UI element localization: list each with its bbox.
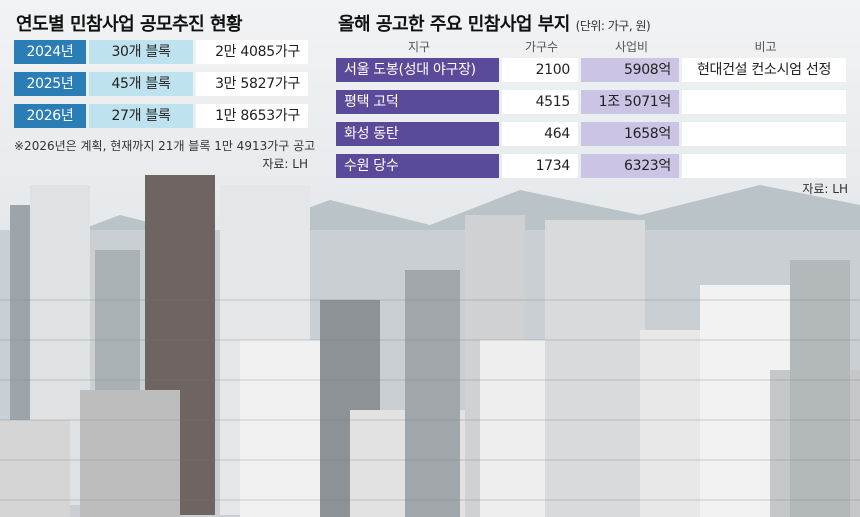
households-cell: 2만 4085가구	[196, 40, 308, 64]
remark-cell: 현대건설 컨소시엄 선정	[682, 58, 846, 82]
households-cell: 464	[502, 122, 578, 146]
buildings	[0, 175, 860, 517]
source: 자료: LH	[802, 182, 848, 196]
unit: (단위: 가구, 원)	[575, 19, 651, 33]
column-header: 사업비	[614, 40, 649, 54]
blocks-cell: 27개 블록	[89, 104, 193, 128]
blocks-cell: 45개 블록	[89, 72, 193, 96]
cost-cell: 6323억	[581, 154, 679, 178]
table-row: 2025년 45개 블록 3만 5827가구	[14, 72, 308, 96]
table-row: 화성 동탄 464 1658억	[336, 122, 846, 146]
table-row: 수원 당수 1734 6323억	[336, 154, 846, 178]
blocks-cell: 30개 블록	[89, 40, 193, 64]
panel-title: 연도별 민참사업 공모추진 현황	[16, 14, 243, 35]
table-row: 2026년 27개 블록 1만 8653가구	[14, 104, 308, 128]
title-text: 올해 공고한 주요 민참사업 부지	[338, 14, 570, 35]
remark-cell	[682, 90, 846, 114]
cost-cell: 1658억	[581, 122, 679, 146]
remark-cell	[682, 154, 846, 178]
district-cell: 서울 도봉(성대 야구장)	[336, 58, 499, 82]
windows	[0, 299, 860, 501]
households-cell: 1만 8653가구	[196, 104, 308, 128]
panel-title: 올해 공고한 주요 민참사업 부지 (단위: 가구, 원)	[338, 10, 651, 36]
year-cell: 2026년	[14, 104, 86, 128]
source: 자료: LH	[262, 157, 308, 171]
column-header: 비고	[754, 40, 777, 54]
households-cell: 2100	[502, 58, 578, 82]
district-cell: 평택 고덕	[336, 90, 499, 114]
year-cell: 2024년	[14, 40, 86, 64]
remark-cell	[682, 122, 846, 146]
households-cell: 4515	[502, 90, 578, 114]
column-header: 가구수	[524, 40, 559, 54]
table-row: 서울 도봉(성대 야구장) 2100 5908억 현대건설 컨소시엄 선정	[336, 58, 846, 82]
cost-cell: 5908억	[581, 58, 679, 82]
yearly-panel: 연도별 민참사업 공모추진 현황 2024년 30개 블록 2만 4085가구 202…	[14, 0, 316, 180]
year-cell: 2025년	[14, 72, 86, 96]
table-row: 2024년 30개 블록 2만 4085가구	[14, 40, 308, 64]
table-row: 평택 고덕 4515 1조 5071억	[336, 90, 846, 114]
cost-cell: 1조 5071억	[581, 90, 679, 114]
sites-panel: 올해 공고한 주요 민참사업 부지 (단위: 가구, 원) 지구 가구수 사업비 비고…	[336, 0, 852, 200]
column-header: 지구	[407, 40, 431, 54]
households-cell: 3만 5827가구	[196, 72, 308, 96]
households-cell: 1734	[502, 154, 578, 178]
footnote: ※2026년은 계획, 현재까지 21개 블록 1만 4913가구 공고	[14, 139, 316, 153]
district-cell: 화성 동탄	[336, 122, 499, 146]
district-cell: 수원 당수	[336, 154, 499, 178]
